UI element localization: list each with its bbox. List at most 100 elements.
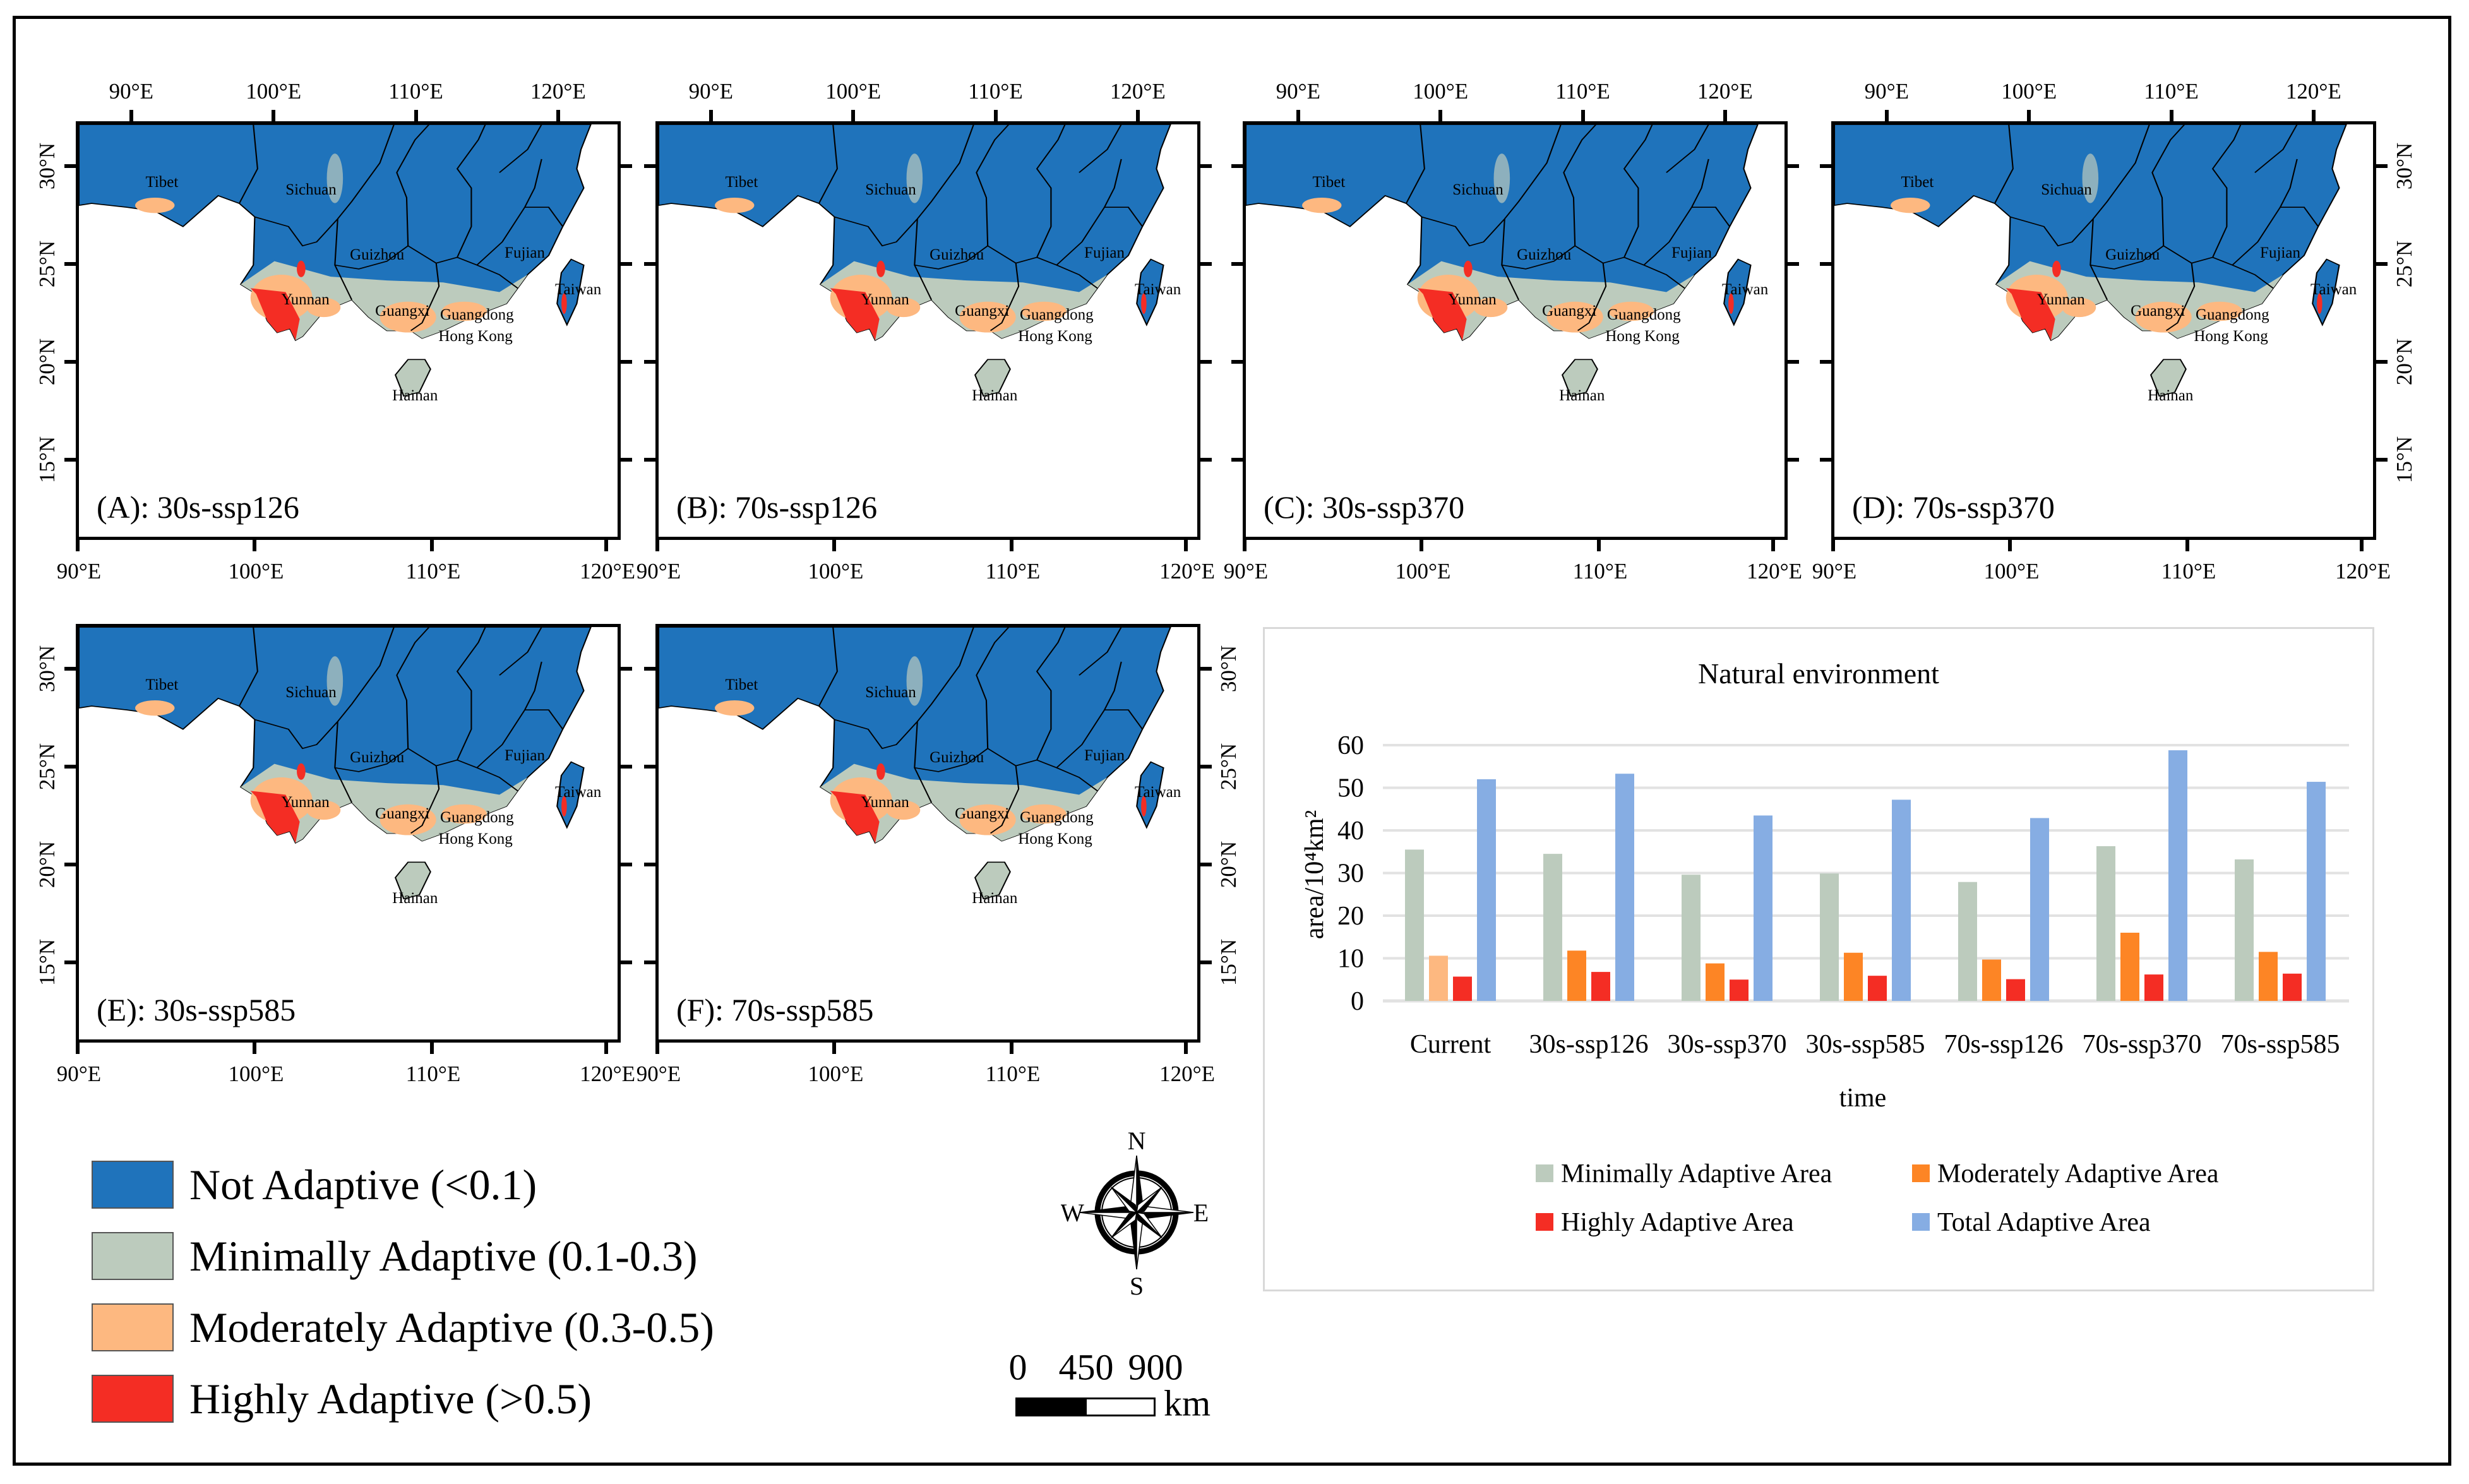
compass-star-icon [1079, 1155, 1194, 1270]
bar-highly-adaptive-area [1868, 976, 1887, 1001]
lon-label-bottom: 120°E [580, 1062, 636, 1086]
province-border [334, 767, 353, 803]
highly-adaptive-region [561, 293, 567, 314]
lat-tick [64, 164, 76, 169]
moderately-adaptive-region [1473, 297, 1508, 318]
province-label: Sichuan [2041, 181, 2092, 198]
legend-swatch [92, 1161, 174, 1209]
hainan-island [394, 359, 431, 397]
moderately-adaptive-region [1546, 301, 1603, 333]
highly-adaptive-region [1464, 260, 1473, 277]
province-border [1623, 124, 1653, 258]
lon-tick [1884, 110, 1889, 121]
province-border [976, 124, 1010, 246]
lat-tick [644, 262, 655, 266]
province-label: Taiwan [555, 784, 602, 801]
lon-label-top: 120°E [530, 79, 586, 104]
x-tick-label: 70s-ssp126 [1944, 1030, 2063, 1059]
compass-e: E [1193, 1199, 1209, 1227]
moderately-adaptive-region [306, 297, 341, 318]
lon-label-bottom: 100°E [228, 1062, 284, 1086]
scale-label-900: 900 [1128, 1346, 1183, 1388]
lat-tick [621, 457, 632, 462]
lon-label-bottom: 90°E [1223, 559, 1269, 583]
moderately-adaptive-region [1021, 804, 1067, 824]
province-border [834, 124, 974, 247]
lat-tick [1200, 765, 1212, 769]
lon-label-bottom: 90°E [636, 559, 681, 583]
lon-label-bottom: 100°E [1983, 559, 2040, 583]
map-panel-f: Tibet Sichuan Guizhou Yunnan Guangxi Guangdon… [655, 624, 1200, 1043]
lon-tick [2360, 540, 2364, 551]
lon-label-top: 110°E [388, 79, 443, 104]
lon-label-bottom: 100°E [808, 1062, 864, 1086]
province-border [1405, 124, 1425, 204]
hainan-island [1561, 359, 1598, 397]
lat-tick [64, 667, 76, 671]
lon-label-bottom: 120°E [1159, 559, 1216, 583]
bar-highly-adaptive-area [2006, 979, 2025, 1001]
bar-minimally-adaptive-area [2096, 846, 2115, 1001]
x-tick-label: 70s-ssp370 [2082, 1030, 2201, 1059]
province-border [914, 721, 988, 772]
province-border [499, 627, 542, 676]
province-border [1036, 627, 1066, 760]
province-label: Hainan [1559, 387, 1605, 405]
lat-tick [2376, 360, 2388, 364]
lat-tick [621, 960, 632, 964]
province-label: Tibet [145, 676, 179, 693]
lon-label-bottom: 100°E [228, 559, 284, 583]
province-label: Fujian [2260, 244, 2300, 262]
legend-label: Not Adaptive (<0.1) [189, 1160, 537, 1209]
moderately-adaptive-region [1608, 301, 1654, 321]
province-label: Taiwan [2311, 281, 2357, 299]
province-border [976, 627, 1010, 749]
lat-tick [1231, 457, 1243, 462]
province-label: Guangdong [439, 809, 514, 827]
province-border [2151, 124, 2185, 246]
moderately-adaptive-region [2197, 301, 2242, 321]
lon-tick [1723, 110, 1727, 121]
scenario-label: (D): 70s-ssp370 [1852, 489, 2055, 525]
province-border [525, 206, 564, 227]
chart-legend-swatch [1912, 1213, 1930, 1231]
province-border [818, 627, 838, 707]
minimally-adaptive-region [820, 763, 1108, 843]
legend-swatch [92, 1375, 174, 1423]
bar-total-adaptive-area [1615, 774, 1634, 1001]
province-label: Sichuan [865, 181, 916, 198]
bar-total-adaptive-area [1477, 779, 1496, 1001]
province-label: Tibet [1312, 173, 1346, 191]
minimally-adaptive-region [241, 763, 528, 843]
bar-total-adaptive-area [2030, 818, 2049, 1001]
province-label: Taiwan [1135, 281, 1181, 299]
moderately-adaptive-region [1302, 197, 1342, 213]
province-border [2089, 218, 2164, 270]
lon-label-bottom: 90°E [1812, 559, 1857, 583]
lon-tick [1438, 110, 1443, 121]
y-axis-label: area/10⁴km² [1300, 810, 1329, 939]
province-label: Hainan [972, 890, 1018, 907]
lat-tick [1200, 667, 1212, 671]
bar-total-adaptive-area [1892, 799, 1911, 1001]
legend-swatch [92, 1303, 174, 1351]
province-label: Guangdong [439, 306, 514, 324]
highly-adaptive-region [297, 763, 306, 780]
x-axis-label: time [1839, 1084, 1887, 1113]
lat-tick [644, 863, 655, 867]
lon-label-top: 100°E [246, 79, 302, 104]
minimally-adaptive-region [906, 656, 923, 706]
moderately-adaptive-region [2062, 297, 2096, 318]
highly-adaptive-region [830, 288, 880, 340]
minimally-adaptive-region [326, 153, 344, 203]
lat-tick [621, 863, 632, 867]
bar-moderately-adaptive-area [1567, 950, 1586, 1001]
lon-tick [1184, 540, 1188, 551]
moderately-adaptive-region [1891, 197, 1930, 213]
lat-tick [1820, 360, 1831, 364]
compass-n: N [1128, 1127, 1146, 1155]
moderately-adaptive-region [715, 197, 755, 213]
lon-label-bottom: 110°E [1572, 559, 1628, 583]
bar-moderately-adaptive-area [1429, 955, 1448, 1001]
